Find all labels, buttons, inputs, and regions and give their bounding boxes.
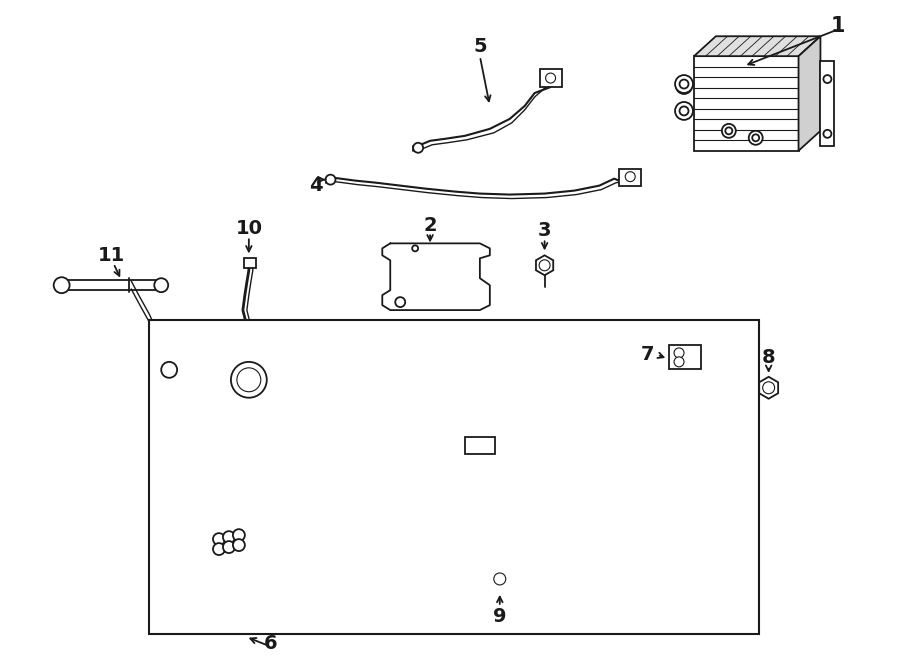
Circle shape: [233, 529, 245, 541]
Circle shape: [824, 130, 832, 137]
Bar: [540, 69, 562, 87]
Circle shape: [762, 382, 775, 394]
Circle shape: [494, 573, 506, 585]
Circle shape: [749, 131, 762, 145]
Circle shape: [539, 260, 550, 271]
Text: 3: 3: [538, 221, 552, 240]
Circle shape: [233, 539, 245, 551]
Circle shape: [675, 75, 693, 93]
Circle shape: [213, 543, 225, 555]
Circle shape: [752, 134, 760, 141]
Circle shape: [161, 362, 177, 378]
Bar: [694, 56, 798, 151]
Circle shape: [395, 297, 405, 307]
Text: 2: 2: [423, 216, 436, 235]
Text: 7: 7: [641, 346, 654, 364]
Bar: [149, 320, 759, 634]
Text: 10: 10: [235, 219, 262, 238]
Circle shape: [725, 128, 733, 134]
Circle shape: [722, 124, 736, 137]
Text: 1: 1: [831, 17, 846, 36]
Circle shape: [824, 75, 832, 83]
Text: 5: 5: [473, 37, 487, 56]
Circle shape: [676, 78, 692, 94]
Circle shape: [545, 73, 555, 83]
Circle shape: [675, 102, 693, 120]
Circle shape: [674, 348, 684, 358]
Polygon shape: [536, 255, 554, 275]
Polygon shape: [491, 568, 509, 590]
Text: 9: 9: [493, 607, 507, 626]
Text: 8: 8: [761, 348, 776, 368]
Circle shape: [680, 82, 688, 90]
Circle shape: [237, 368, 261, 392]
Circle shape: [413, 143, 423, 153]
Text: 11: 11: [98, 246, 125, 265]
Bar: [244, 258, 256, 268]
Polygon shape: [798, 36, 821, 151]
Circle shape: [680, 106, 688, 116]
Circle shape: [154, 278, 168, 292]
Circle shape: [674, 357, 684, 367]
Bar: [619, 169, 641, 186]
Circle shape: [223, 531, 235, 543]
Circle shape: [680, 107, 688, 115]
Circle shape: [676, 103, 692, 119]
Circle shape: [680, 79, 688, 89]
Circle shape: [213, 533, 225, 545]
Bar: [465, 436, 495, 455]
Circle shape: [626, 172, 635, 182]
Polygon shape: [760, 377, 778, 399]
Circle shape: [412, 245, 418, 251]
Polygon shape: [694, 36, 821, 56]
Circle shape: [223, 541, 235, 553]
Polygon shape: [821, 61, 834, 146]
Text: 6: 6: [264, 634, 277, 653]
Circle shape: [231, 362, 266, 398]
Circle shape: [326, 175, 336, 184]
Circle shape: [54, 277, 69, 293]
Bar: [669, 345, 701, 369]
Text: 4: 4: [309, 176, 322, 195]
